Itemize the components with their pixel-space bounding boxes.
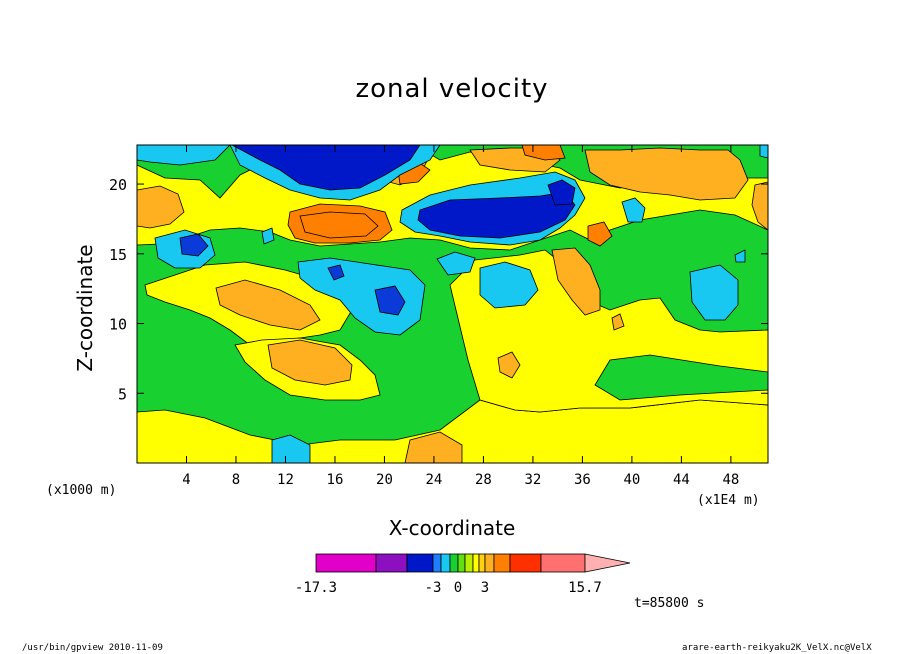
colorbar-segment (484, 553, 495, 573)
footer-left: /usr/bin/gpview 2010-11-09 (22, 643, 163, 653)
blob-orange-7 (137, 185, 185, 229)
x-unit-left: (x1000 m) (46, 483, 117, 498)
blob-orange-2 (267, 339, 353, 386)
blob-orange-11 (751, 181, 768, 231)
colorbar-tick-label: 15.7 (568, 580, 602, 596)
colorbar-tick-label: -3 (425, 580, 442, 596)
colorbar-segment (406, 553, 434, 573)
blob-darkblue-1 (231, 145, 421, 191)
blob-orange-6 (611, 313, 625, 331)
x-tick-label: 24 (426, 472, 443, 488)
y-tick-label: 15 (109, 246, 127, 264)
blob-blue-small-2 (374, 285, 406, 316)
blob-cyan-8 (261, 227, 275, 245)
y-tick-label: 5 (118, 385, 127, 403)
x-axis-ticks: 4 8 12 16 20 24 28 32 36 40 44 48 (182, 145, 739, 488)
colorbar-segment (432, 553, 442, 573)
footer-right: arare-earth-reikyaku2K_VelX.nc@VelX (682, 643, 872, 653)
blob-cyan-10 (734, 249, 746, 263)
x-tick-label: 28 (475, 472, 492, 488)
colorbar-segment (315, 553, 377, 573)
y-axis-label: Z-coordinate (73, 244, 97, 372)
colorbar-segment (540, 553, 586, 573)
colorbar-segment (464, 553, 474, 573)
colorbar-segment (440, 553, 451, 573)
blob-cyan-2 (479, 261, 539, 309)
blob-orange-strong-inner (299, 211, 379, 239)
y-tick-label: 20 (109, 176, 127, 194)
colorbar-tick-label: -17.3 (295, 580, 337, 596)
colorbar-segment (478, 553, 486, 573)
blob-cyan-11 (759, 145, 768, 159)
x-tick-label: 4 (182, 472, 190, 488)
chart-title: zonal velocity (355, 74, 549, 104)
blob-blue-small-1 (179, 233, 209, 257)
blob-orange-3 (551, 247, 601, 316)
blob-cyan-6 (436, 251, 476, 276)
colorbar-segment (493, 553, 511, 573)
x-tick-label: 48 (722, 472, 739, 488)
plot-frame (136, 144, 769, 464)
colorbar-segment (509, 553, 542, 573)
blob-darkblue-3 (547, 179, 576, 206)
x-tick-label: 36 (574, 472, 591, 488)
colorbar-segment (375, 553, 408, 573)
blob-darkblue-2 (417, 191, 576, 239)
x-axis-label: X-coordinate (388, 516, 516, 540)
blob-cyan-3 (689, 264, 739, 321)
colorbar-segment (457, 553, 466, 573)
blob-orange-8 (584, 147, 749, 201)
x-tick-label: 12 (277, 472, 294, 488)
blob-orange-6b (587, 221, 613, 247)
colorbar: -17.3 -3 0 3 15.7 (295, 553, 631, 596)
blob-orange-1 (215, 279, 321, 331)
blob-blue-small-3 (327, 264, 345, 281)
blob-orange-5 (497, 351, 521, 379)
x-tick-label: 40 (623, 472, 640, 488)
x-tick-label: 44 (673, 472, 690, 488)
blob-cyan-1 (297, 257, 426, 336)
colorbar-tick-label: 0 (454, 580, 462, 596)
blob-cyan-9 (137, 145, 231, 166)
colorbar-segment (449, 553, 459, 573)
blob-orange-4 (404, 431, 463, 463)
blob-cyan-7 (621, 197, 646, 223)
x-tick-label: 8 (232, 472, 240, 488)
y-tick-label: 10 (109, 316, 127, 334)
y-axis-ticks: 5 10 15 20 (109, 176, 768, 403)
x-tick-label: 20 (376, 472, 393, 488)
x-unit-right: (x1E4 m) (697, 493, 760, 508)
colorbar-tick-label: 3 (481, 580, 489, 596)
colorbar-extend-arrow (584, 553, 631, 573)
colorbar-segment (472, 553, 480, 573)
time-label: t=85800 s (634, 596, 705, 611)
blob-cyan-5 (271, 434, 311, 463)
x-tick-label: 32 (524, 472, 541, 488)
x-tick-label: 16 (327, 472, 344, 488)
